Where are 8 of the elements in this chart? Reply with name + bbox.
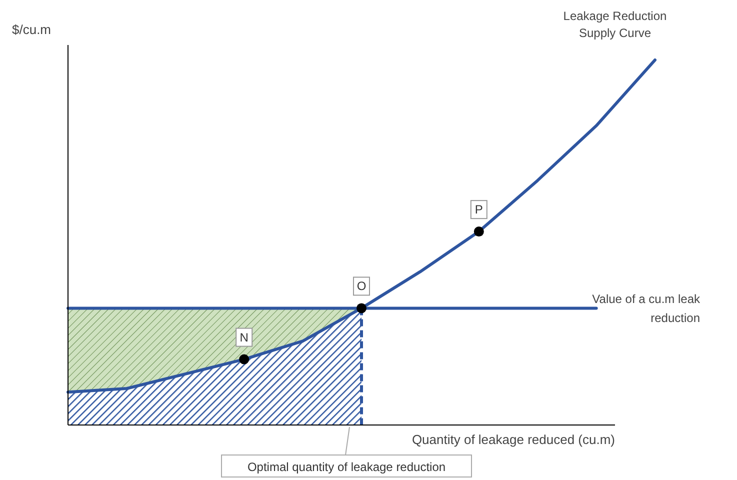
y-axis-title: $/cu.m — [12, 22, 52, 37]
annotation: O — [356, 279, 366, 294]
annotation: P — [474, 202, 483, 217]
annotation: N — [240, 330, 248, 344]
x-axis-title: Quantity of leakage reduced (cu.m) — [412, 432, 615, 447]
series-label: Value of a cu.m leak reduction — [592, 292, 701, 326]
text: Optimal quantity of leakage reduction — [247, 460, 446, 474]
series-label: Leakage Reduction Supply Curve — [563, 9, 667, 40]
